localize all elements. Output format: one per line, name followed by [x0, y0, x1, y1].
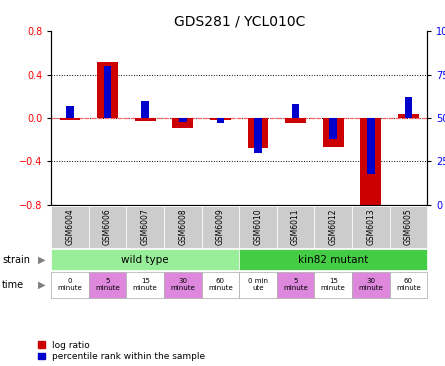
- Bar: [329, 118, 337, 139]
- Bar: [210, 118, 231, 120]
- Bar: [142, 101, 149, 118]
- Bar: [292, 104, 299, 118]
- Legend: log ratio, percentile rank within the sample: log ratio, percentile rank within the sa…: [38, 341, 206, 361]
- Bar: [104, 66, 111, 118]
- Bar: [173, 118, 193, 128]
- Bar: [367, 118, 375, 174]
- Bar: [179, 118, 186, 122]
- Text: GSM6004: GSM6004: [65, 209, 74, 246]
- Text: GSM6005: GSM6005: [404, 209, 413, 246]
- Text: time: time: [2, 280, 24, 290]
- Text: 0 min
ute: 0 min ute: [248, 278, 268, 291]
- Bar: [323, 118, 344, 147]
- Text: 5
minute: 5 minute: [283, 278, 308, 291]
- Text: 15
minute: 15 minute: [321, 278, 346, 291]
- Text: GSM6006: GSM6006: [103, 209, 112, 246]
- Text: GSM6013: GSM6013: [366, 209, 375, 246]
- Bar: [248, 118, 268, 149]
- Text: 60
minute: 60 minute: [208, 278, 233, 291]
- Bar: [135, 118, 155, 121]
- Title: GDS281 / YCL010C: GDS281 / YCL010C: [174, 15, 305, 29]
- Text: 15
minute: 15 minute: [133, 278, 158, 291]
- Text: GSM6007: GSM6007: [141, 209, 150, 246]
- Text: 5
minute: 5 minute: [95, 278, 120, 291]
- Text: 60
minute: 60 minute: [396, 278, 421, 291]
- Text: GSM6009: GSM6009: [216, 209, 225, 246]
- Text: wild type: wild type: [121, 255, 169, 265]
- Text: 30
minute: 30 minute: [358, 278, 383, 291]
- Bar: [66, 106, 74, 118]
- Text: kin82 mutant: kin82 mutant: [298, 255, 368, 265]
- Bar: [405, 97, 412, 118]
- Bar: [254, 118, 262, 153]
- Text: strain: strain: [2, 255, 30, 265]
- Text: 30
minute: 30 minute: [170, 278, 195, 291]
- Bar: [285, 118, 306, 123]
- Bar: [398, 114, 419, 118]
- Text: 0
minute: 0 minute: [57, 278, 82, 291]
- Text: ▶: ▶: [38, 280, 45, 290]
- Text: GSM6008: GSM6008: [178, 209, 187, 246]
- Bar: [97, 61, 118, 118]
- Bar: [217, 118, 224, 123]
- Text: GSM6012: GSM6012: [329, 209, 338, 245]
- Text: ▶: ▶: [38, 255, 45, 265]
- Bar: [60, 118, 80, 120]
- Text: GSM6010: GSM6010: [254, 209, 263, 246]
- Text: GSM6011: GSM6011: [291, 209, 300, 245]
- Bar: [360, 118, 381, 210]
